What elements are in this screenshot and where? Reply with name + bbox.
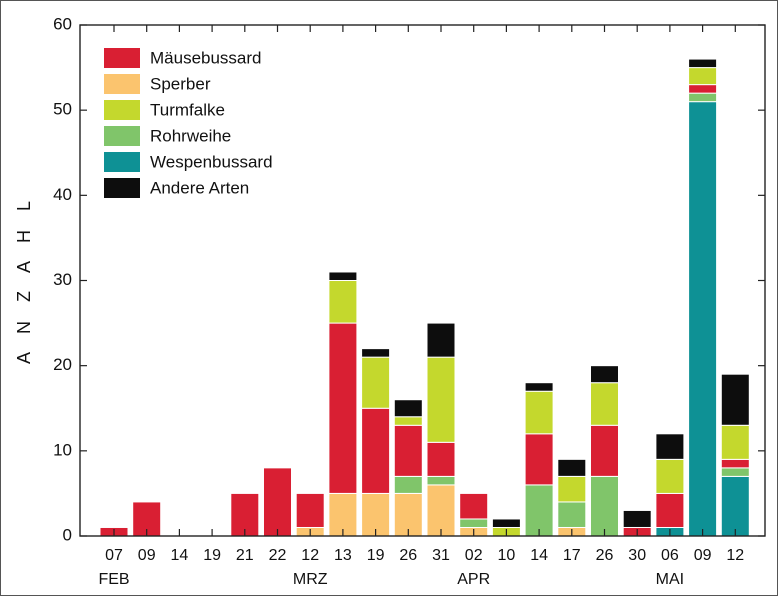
bar-segment-turmfalke-9: [393, 416, 423, 426]
x-tick-label-4: 21: [236, 547, 254, 564]
bar-segment-turmfalke-8: [361, 356, 391, 409]
legend-swatch-2: [104, 100, 140, 120]
bar-segment-andere-arten-12: [491, 518, 521, 528]
legend-swatch-0: [104, 48, 140, 68]
bar-segment-mäusebussard-15: [590, 424, 619, 477]
bar-segment-andere-arten-15: [590, 365, 619, 384]
x-tick-label-3: 19: [203, 547, 221, 564]
bar-segment-turmfalke-15: [590, 382, 619, 426]
bar-segment-andere-arten-7: [328, 271, 358, 282]
bar-segment-andere-arten-18: [688, 58, 718, 69]
y-tick-label-40: 40: [53, 185, 72, 204]
bar-segment-andere-arten-19: [720, 373, 750, 426]
bar-segment-andere-arten-8: [361, 348, 391, 358]
axes-group: 0 10 20 30 40 50 60 07 09 14 19 21 22 12 13 19 26 31 02 10 1…: [53, 14, 766, 588]
bar-segment-wespenbussard-18: [688, 101, 718, 537]
bar-segment-mäusebussard-4: [230, 492, 260, 537]
bar-segment-turmfalke-10: [426, 356, 456, 443]
x-tick-label-0: 07: [105, 547, 123, 564]
bar-segment-turmfalke-17: [655, 458, 685, 494]
bar-segment-andere-arten-16: [622, 509, 652, 528]
x-tick-label-17: 06: [661, 547, 679, 564]
bar-segment-andere-arten-14: [557, 458, 587, 477]
bar-segment-mäusebussard-11: [459, 492, 489, 520]
x-tick-label-7: 13: [334, 547, 352, 564]
bar-segment-rohrweihe-11: [459, 518, 489, 528]
y-tick-label-20: 20: [53, 355, 72, 374]
bar-segment-rohrweihe-15: [590, 475, 619, 537]
bar-segment-sperber-10: [426, 484, 456, 537]
bar-segment-turmfalke-18: [688, 67, 718, 86]
bar-segment-mäusebussard-8: [361, 407, 391, 494]
x-tick-label-1: 09: [138, 547, 156, 564]
bar-segment-mäusebussard-17: [655, 492, 685, 528]
bar-segment-rohrweihe-9: [393, 475, 423, 494]
bar-segment-rohrweihe-13: [524, 484, 554, 537]
x-tick-label-15: 26: [596, 547, 614, 564]
legend-label-4: Wespenbussard: [150, 152, 273, 171]
x-tick-label-10: 31: [432, 547, 450, 564]
bar-segment-turmfalke-14: [557, 475, 587, 503]
x-tick-label-12: 10: [498, 547, 516, 564]
x-tick-label-19: 12: [726, 547, 744, 564]
y-tick-label-50: 50: [53, 100, 72, 119]
legend-label-3: Rohrweihe: [150, 126, 231, 145]
x-tick-label-8: 19: [367, 547, 385, 564]
x-tick-label-2: 14: [171, 547, 189, 564]
legend-label-1: Sperber: [150, 74, 211, 93]
month-label-mai: MAI: [656, 571, 684, 588]
legend-label-0: Mäusebussard: [150, 48, 262, 67]
x-tick-label-11: 02: [465, 547, 483, 564]
x-tick-label-6: 12: [301, 547, 319, 564]
legend-label-2: Turmfalke: [150, 100, 225, 119]
bar-segment-mäusebussard-5: [263, 467, 292, 537]
bar-segment-andere-arten-10: [426, 322, 456, 358]
x-tick-label-13: 14: [530, 547, 548, 564]
month-label-mrz: MRZ: [293, 571, 328, 588]
bar-segment-turmfalke-7: [328, 280, 358, 324]
bar-segment-rohrweihe-18: [688, 92, 718, 103]
y-tick-label-60: 60: [53, 14, 72, 33]
bar-segment-rohrweihe-19: [720, 467, 750, 477]
y-tick-label-10: 10: [53, 440, 72, 459]
x-tick-label-16: 30: [628, 547, 646, 564]
legend-swatch-4: [104, 152, 140, 172]
y-tick-label-30: 30: [53, 270, 72, 289]
bar-segment-wespenbussard-19: [720, 475, 750, 537]
bar-segment-rohrweihe-14: [557, 501, 587, 528]
bar-segment-andere-arten-13: [524, 382, 554, 392]
legend-swatch-1: [104, 74, 140, 94]
bar-segment-mäusebussard-18: [688, 84, 718, 94]
bar-segment-turmfalke-19: [720, 424, 750, 460]
y-tick-label-0: 0: [63, 525, 72, 544]
x-tick-label-9: 26: [399, 547, 417, 564]
bar-segment-mäusebussard-6: [295, 492, 325, 528]
bar-segment-mäusebussard-10: [426, 441, 456, 477]
x-tick-label-14: 17: [563, 547, 581, 564]
legend: Mäusebussard Sperber Turmfalke Rohrweihe Wes…: [104, 48, 273, 198]
y-axis-label: A N Z A H L: [14, 194, 34, 364]
bar-segment-turmfalke-13: [524, 390, 554, 435]
bar-segment-rohrweihe-10: [426, 475, 456, 486]
bar-segment-mäusebussard-19: [720, 458, 750, 469]
bar-segment-mäusebussard-9: [393, 424, 423, 477]
legend-label-5: Andere Arten: [150, 178, 249, 197]
bar-segment-mäusebussard-7: [328, 322, 358, 494]
legend-swatch-5: [104, 178, 140, 198]
x-tick-label-18: 09: [694, 547, 712, 564]
bars-group: [99, 58, 750, 537]
month-label-feb: FEB: [98, 571, 129, 588]
month-label-apr: APR: [457, 571, 490, 588]
bar-segment-andere-arten-17: [655, 433, 685, 460]
legend-swatch-3: [104, 126, 140, 146]
x-tick-label-5: 22: [269, 547, 287, 564]
bar-segment-andere-arten-9: [393, 399, 423, 418]
bar-segment-mäusebussard-13: [524, 433, 554, 486]
